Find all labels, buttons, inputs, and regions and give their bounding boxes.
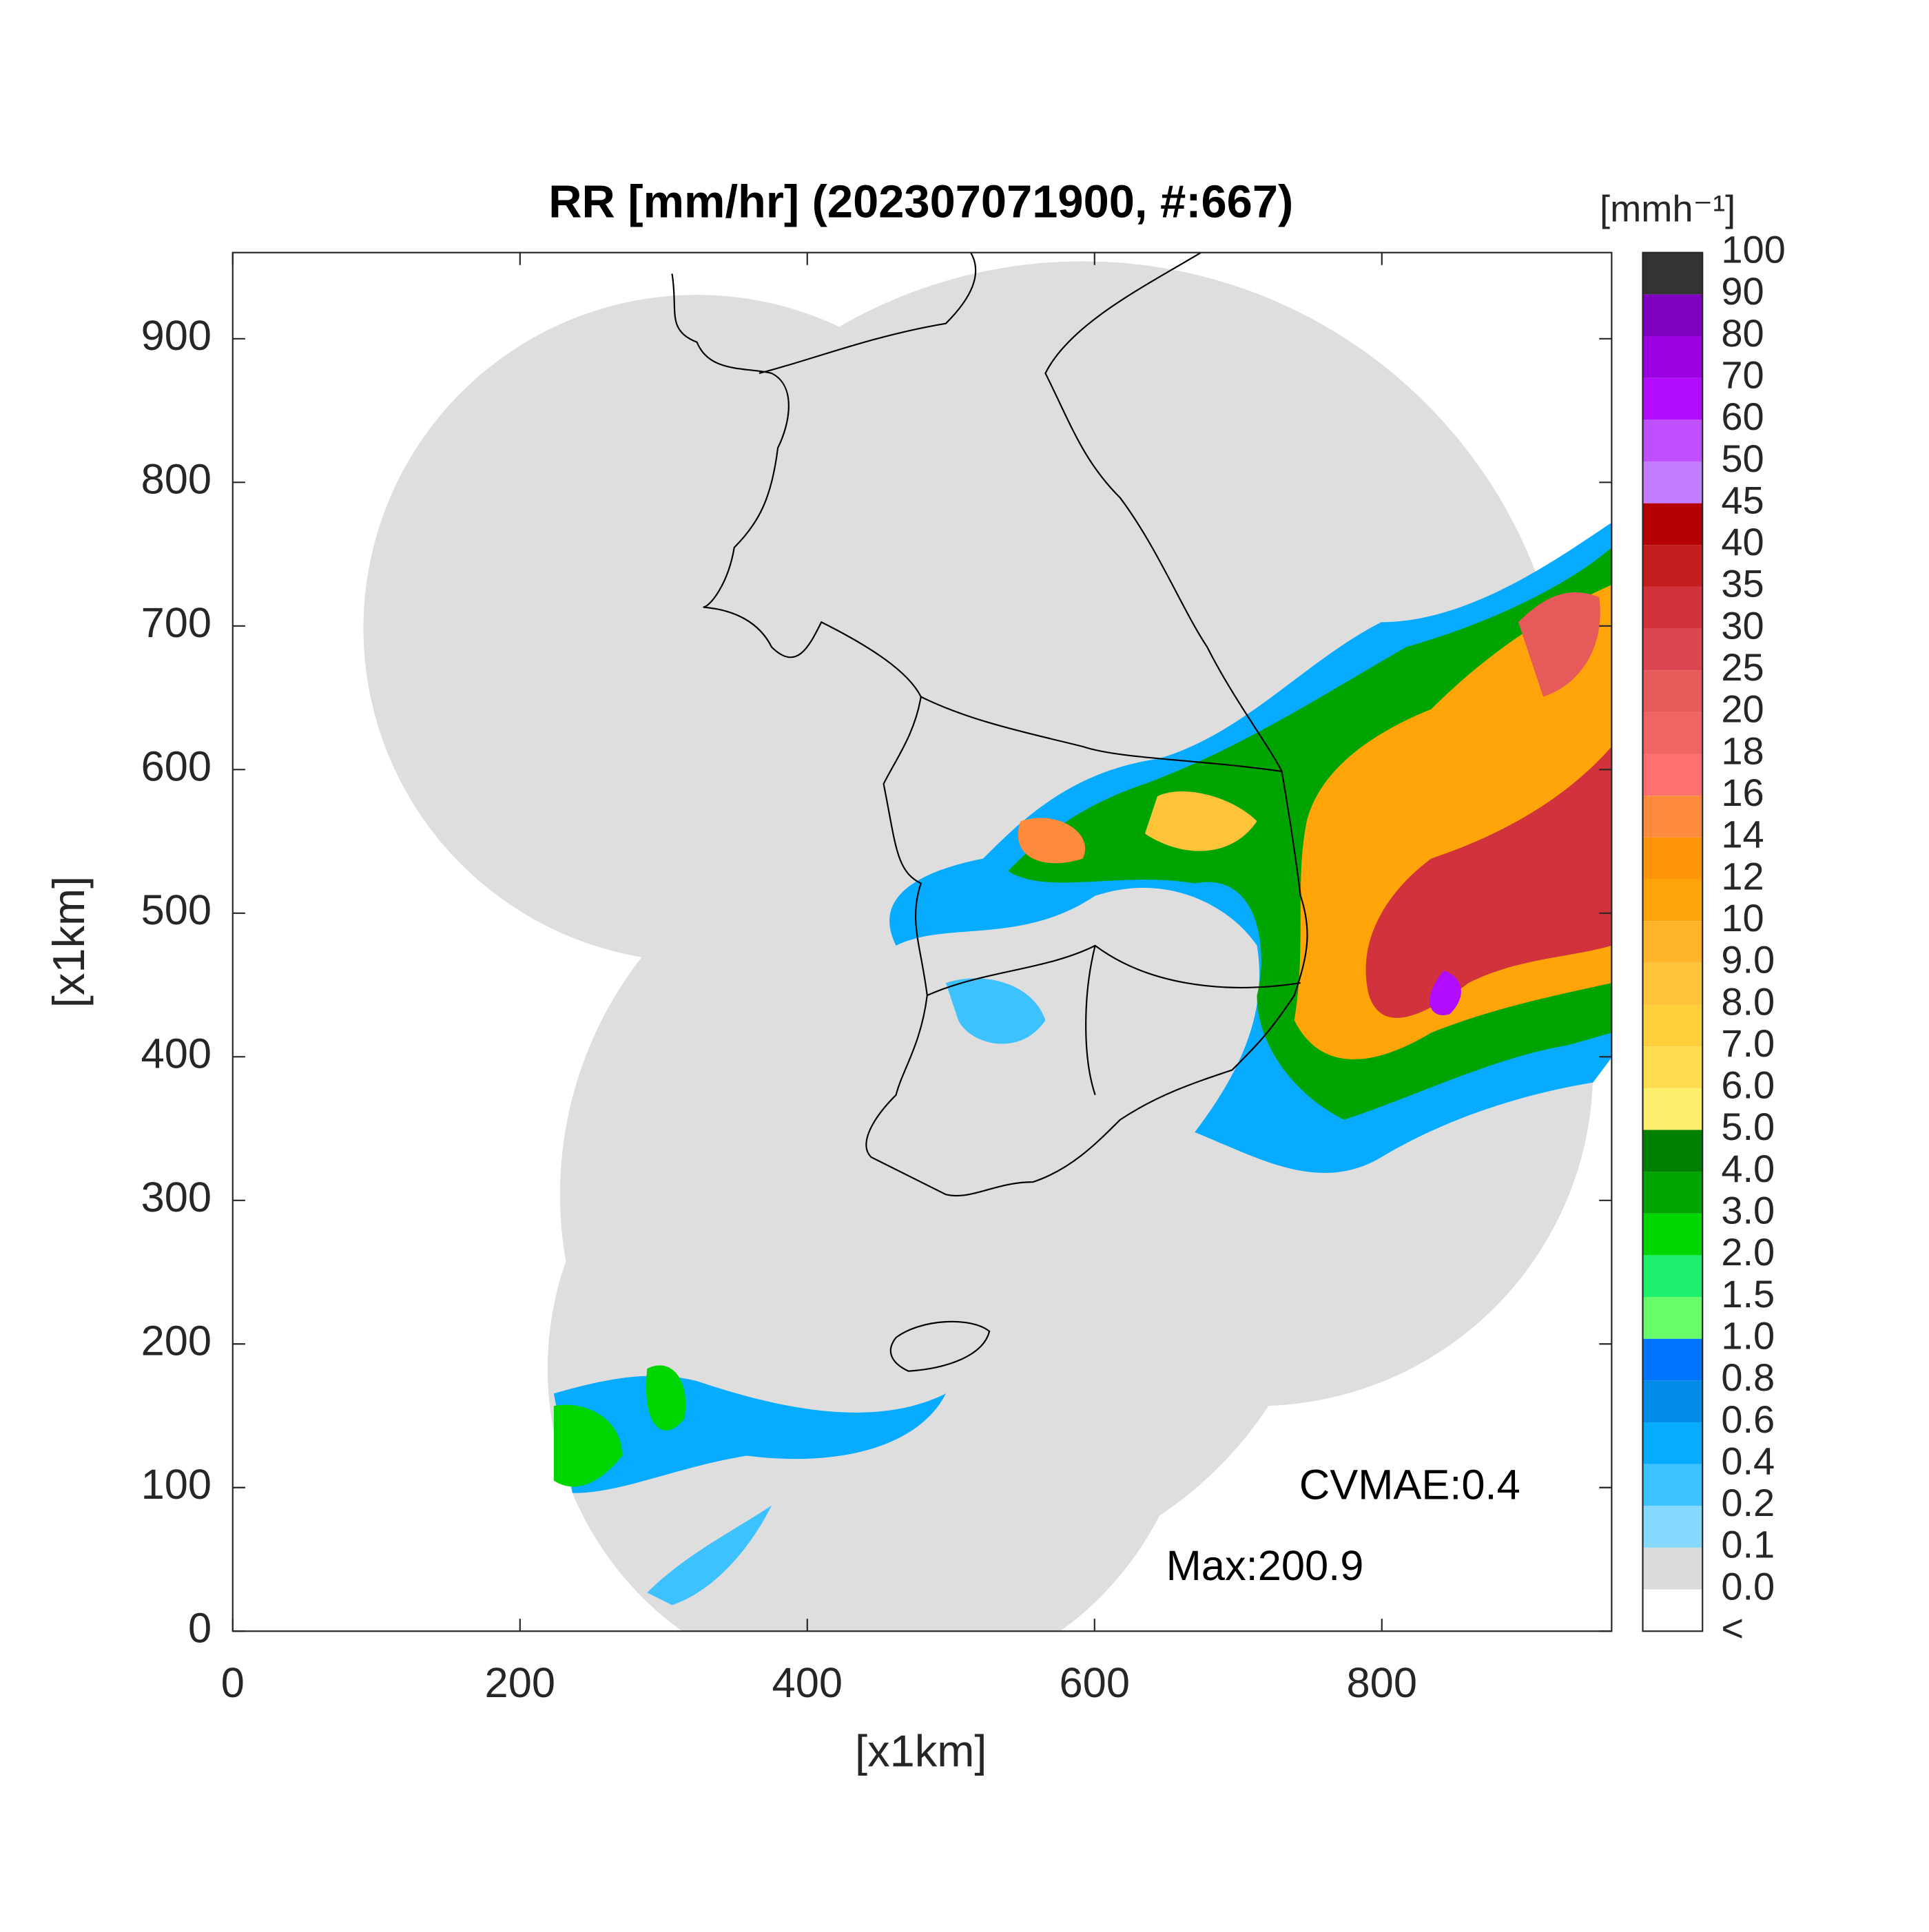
y-tick-label: 500 — [141, 886, 212, 934]
y-tick-label: 600 — [141, 743, 212, 791]
colorbar-label: 7.0 — [1721, 1021, 1775, 1065]
colorbar-label: 90 — [1721, 269, 1764, 313]
colorbar-segment — [1642, 711, 1703, 754]
colorbar-label: 10 — [1721, 896, 1764, 939]
colorbar-segment — [1642, 1213, 1703, 1256]
colorbar-label: 0.6 — [1721, 1398, 1775, 1441]
colorbar-label: 9.0 — [1721, 938, 1775, 981]
colorbar-label: 0.8 — [1721, 1355, 1775, 1399]
x-tick-label: 200 — [485, 1659, 555, 1707]
colorbar-segment — [1642, 879, 1703, 922]
y-tick-label: 200 — [141, 1317, 212, 1364]
colorbar-label: 8.0 — [1721, 979, 1775, 1023]
colorbar-segment — [1642, 252, 1703, 295]
colorbar-segment — [1642, 1172, 1703, 1214]
x-tick-label: 800 — [1347, 1659, 1417, 1707]
colorbar-label: 12 — [1721, 854, 1764, 897]
colorbar-label: 20 — [1721, 687, 1764, 731]
rain-echoes — [553, 522, 1612, 1606]
colorbar-label: 30 — [1721, 603, 1764, 647]
colorbar-segment — [1642, 1004, 1703, 1047]
colorbar-segment — [1642, 837, 1703, 880]
colorbar-label: 50 — [1721, 437, 1764, 480]
y-tick-label: 700 — [141, 599, 212, 647]
colorbar-segment — [1642, 962, 1703, 1005]
colorbar-label: 60 — [1721, 395, 1764, 438]
radar-coverage — [363, 252, 1612, 1632]
colorbar-label: 0.0 — [1721, 1564, 1775, 1608]
colorbar-label: < — [1721, 1606, 1744, 1650]
colorbar-segment — [1642, 503, 1703, 546]
annotation: CVMAE:0.4 — [1299, 1462, 1520, 1509]
annotation: Max:200.9 — [1166, 1542, 1364, 1590]
y-axis-label: [x1km] — [43, 876, 94, 1008]
colorbar-segment — [1642, 336, 1703, 378]
colorbar-segment — [1642, 1255, 1703, 1298]
colorbar-segment — [1642, 670, 1703, 712]
colorbar-label: 70 — [1721, 353, 1764, 396]
colorbar-segment — [1642, 628, 1703, 671]
colorbar-segment — [1642, 1130, 1703, 1172]
colorbar-label: 18 — [1721, 729, 1764, 772]
colorbar-segment — [1642, 377, 1703, 420]
plot-frame — [231, 251, 1613, 1632]
colorbar-segment — [1642, 419, 1703, 461]
y-tick-label: 100 — [141, 1461, 212, 1508]
x-axis-label: [x1km] — [855, 1725, 987, 1776]
colorbar-label: 5.0 — [1721, 1105, 1775, 1148]
colorbar-label: 45 — [1721, 478, 1764, 521]
colorbar-label: 3.0 — [1721, 1189, 1775, 1232]
colorbar-label: 2.0 — [1721, 1230, 1775, 1274]
colorbar-segment — [1642, 1422, 1703, 1464]
colorbar-label: 0.1 — [1721, 1523, 1775, 1566]
colorbar-label: 16 — [1721, 771, 1764, 814]
y-tick-label: 800 — [141, 456, 212, 503]
colorbar-label: 4.0 — [1721, 1147, 1775, 1190]
colorbar-label: 0.4 — [1721, 1439, 1775, 1482]
x-tick-label: 0 — [221, 1659, 245, 1707]
colorbar-label: 1.0 — [1721, 1313, 1775, 1357]
colorbar-label: 40 — [1721, 520, 1764, 563]
chart-title: RR [mm/hr] (202307071900, #:667) — [548, 177, 1293, 228]
colorbar-frame — [1642, 251, 1704, 1632]
colorbar-label: 80 — [1721, 311, 1764, 355]
colorbar-segment — [1642, 1547, 1703, 1590]
colorbar-label: 0.2 — [1721, 1481, 1775, 1524]
y-tick-label: 300 — [141, 1174, 212, 1221]
colorbar-unit: [mmh⁻¹] — [1600, 188, 1735, 229]
colorbar-segment — [1642, 754, 1703, 796]
colorbar-label: 6.0 — [1721, 1063, 1775, 1107]
colorbar-label: 1.5 — [1721, 1272, 1775, 1316]
x-tick-label: 400 — [772, 1659, 843, 1707]
colorbar-segment — [1642, 1589, 1703, 1632]
colorbar-segment — [1642, 796, 1703, 838]
colorbar-segment — [1642, 1046, 1703, 1088]
colorbar-segment — [1642, 921, 1703, 963]
colorbar-label: 35 — [1721, 562, 1764, 605]
colorbar-segment — [1642, 1464, 1703, 1506]
colorbar-label: 25 — [1721, 645, 1764, 689]
colorbar-segment — [1642, 1506, 1703, 1548]
colorbar-segment — [1642, 1297, 1703, 1339]
x-tick-label: 600 — [1060, 1659, 1130, 1707]
colorbar-segment — [1642, 1380, 1703, 1422]
coastline — [671, 252, 1308, 1372]
y-tick-label: 400 — [141, 1030, 212, 1077]
colorbar-label: 100 — [1721, 228, 1785, 271]
y-tick-label: 0 — [188, 1604, 212, 1652]
colorbar-segment — [1642, 461, 1703, 503]
colorbar-segment — [1642, 294, 1703, 337]
colorbar-segment — [1642, 1338, 1703, 1381]
y-tick-label: 900 — [141, 312, 212, 360]
colorbar-label: 14 — [1721, 813, 1764, 856]
colorbar-segment — [1642, 586, 1703, 629]
colorbar-segment — [1642, 545, 1703, 587]
colorbar-segment — [1642, 1088, 1703, 1130]
